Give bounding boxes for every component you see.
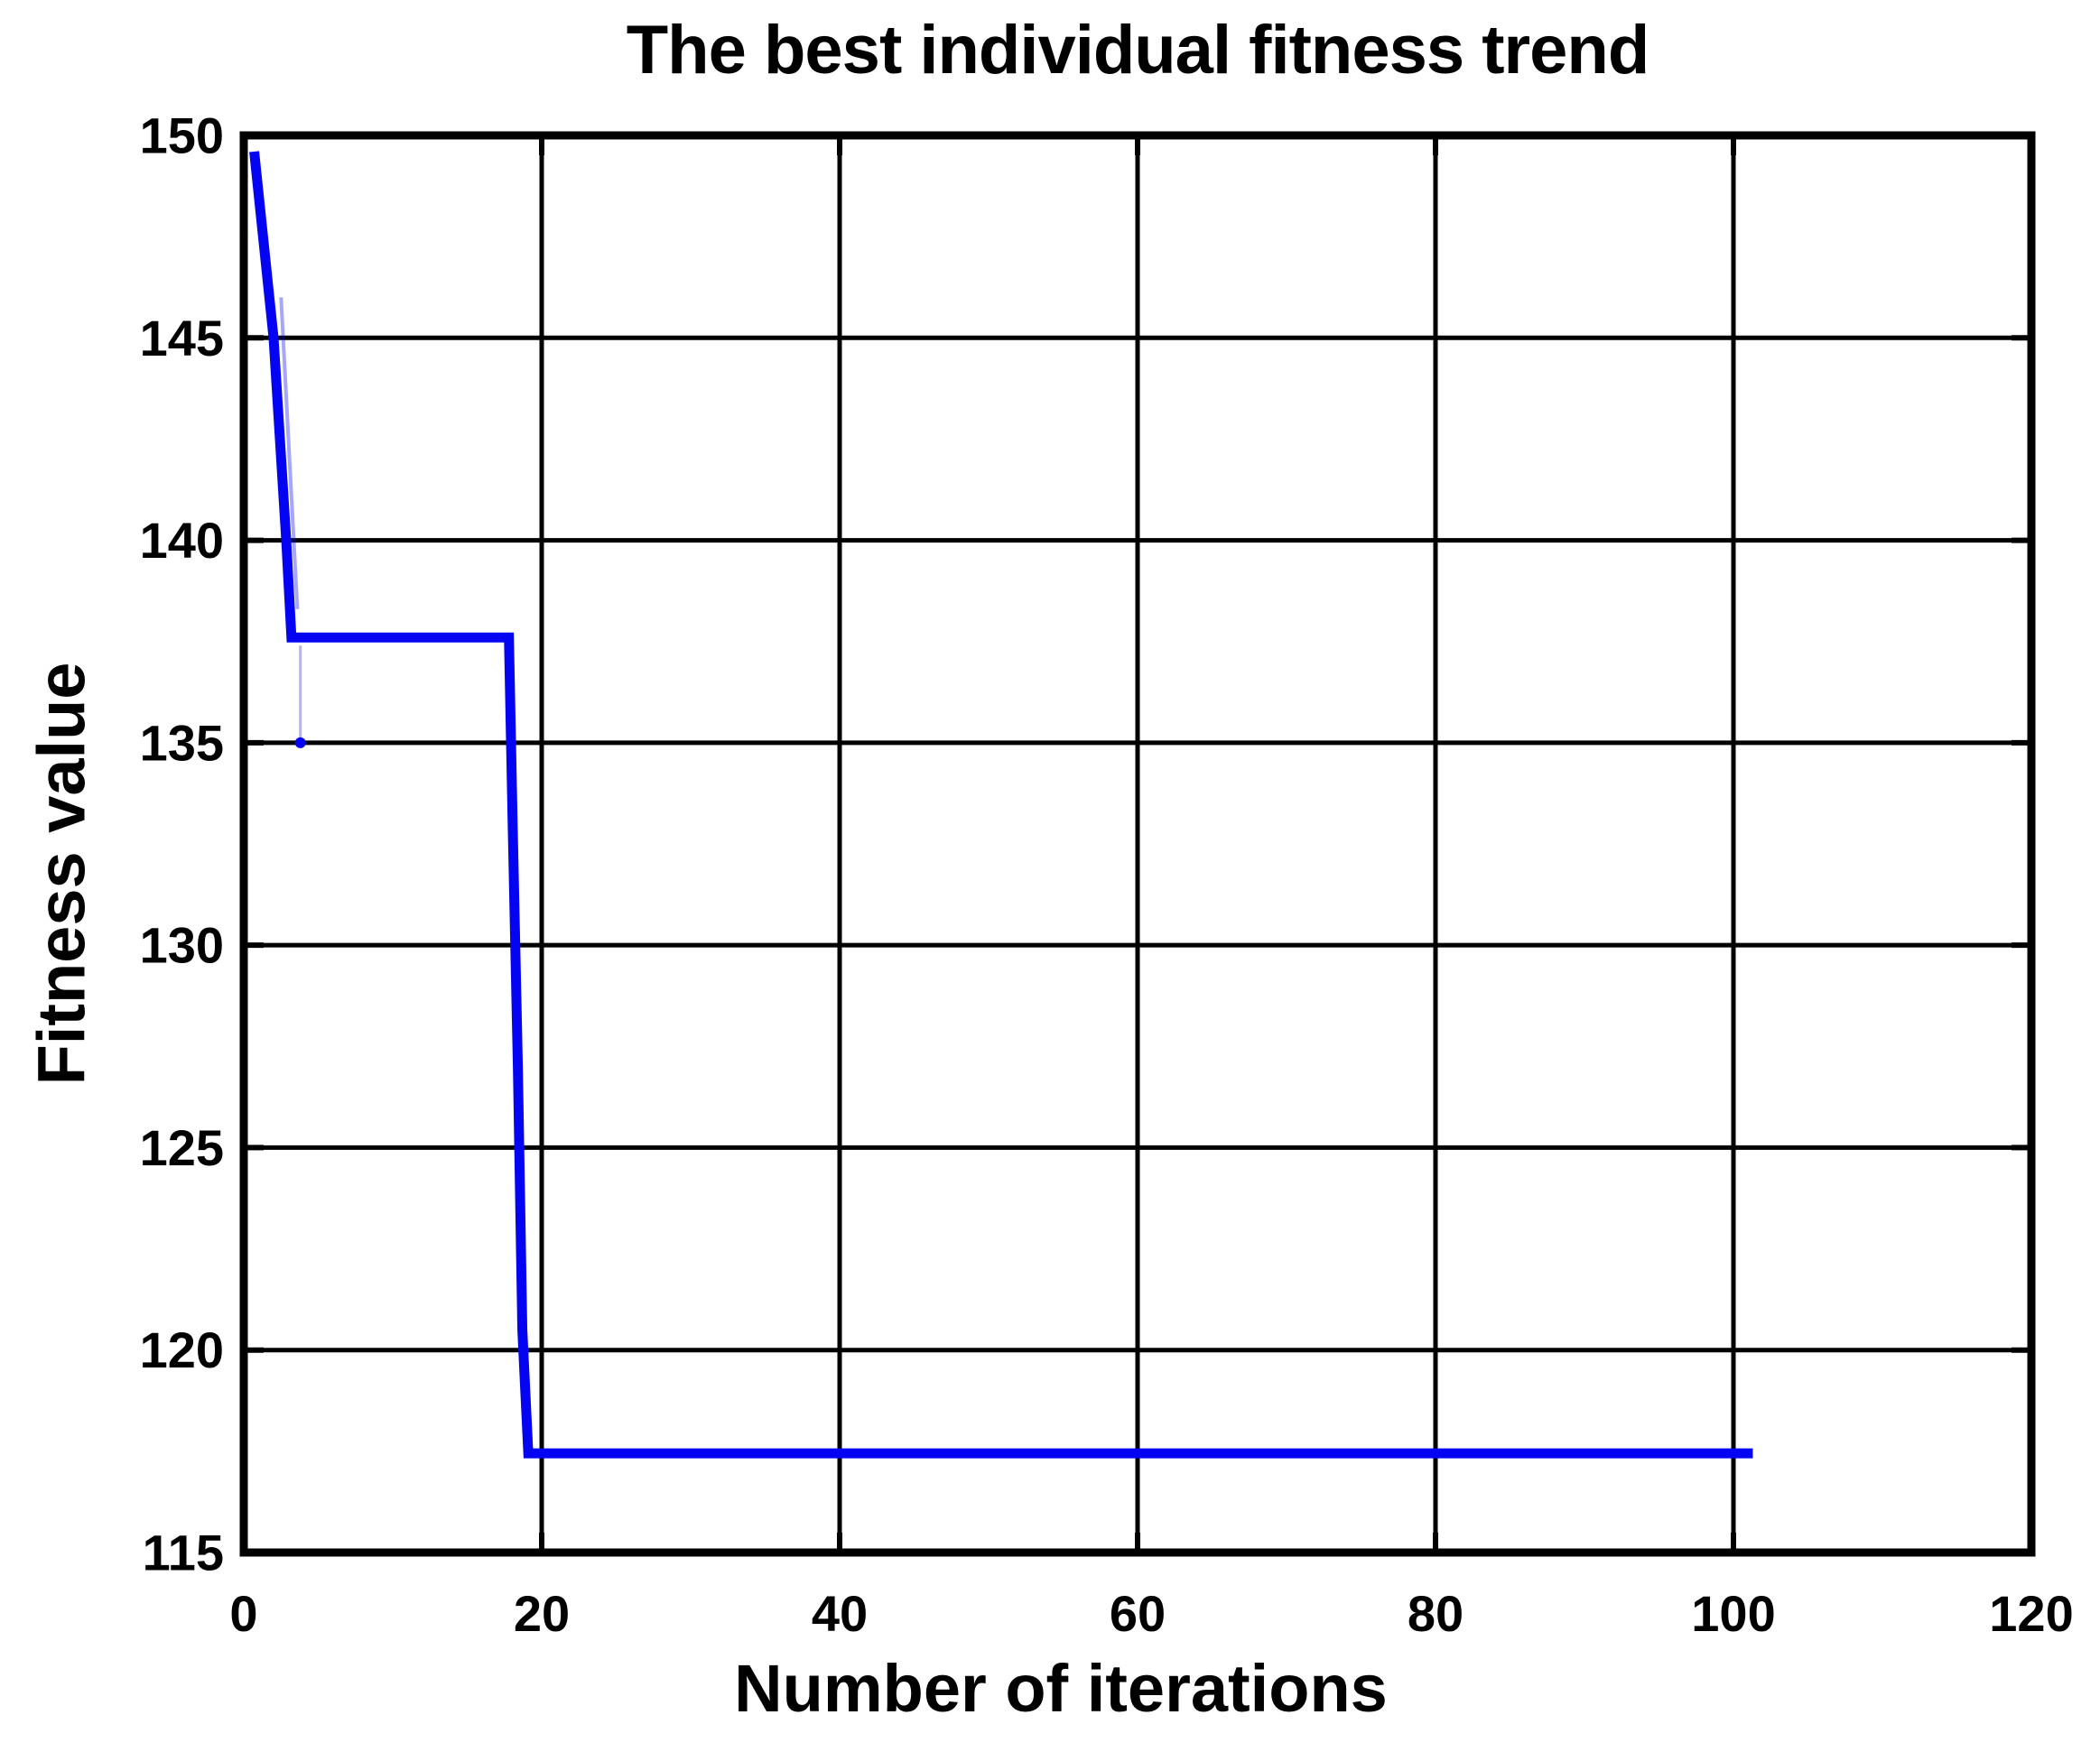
x-axis-label: Number of iterations — [734, 1651, 1388, 1726]
y-tick-label: 115 — [143, 1525, 224, 1581]
y-tick-label: 140 — [140, 512, 224, 569]
fitness-line-best-individual-fitness — [249, 151, 1753, 1459]
chart-title: The best individual fitness trend — [626, 12, 1650, 88]
y-tick-label: 120 — [140, 1321, 224, 1378]
x-tick-label: 100 — [1691, 1585, 1775, 1642]
x-tick-label: 120 — [1989, 1585, 2073, 1642]
x-tick-label: 20 — [514, 1585, 570, 1642]
y-tick-label: 145 — [140, 310, 224, 366]
x-tick-label: 40 — [812, 1585, 868, 1642]
stray-dot-artifact — [294, 737, 306, 748]
y-tick-label: 125 — [140, 1119, 224, 1176]
x-tick-label: 0 — [229, 1585, 257, 1642]
x-tick-label: 60 — [1110, 1585, 1166, 1642]
axes-frame — [239, 131, 2036, 1557]
x-tick-label: 80 — [1408, 1585, 1463, 1642]
line-ghost-artifact — [279, 297, 300, 609]
y-tick-label: 130 — [140, 917, 224, 974]
y-tick-label: 135 — [140, 714, 224, 771]
y-tick-label: 150 — [140, 107, 224, 164]
